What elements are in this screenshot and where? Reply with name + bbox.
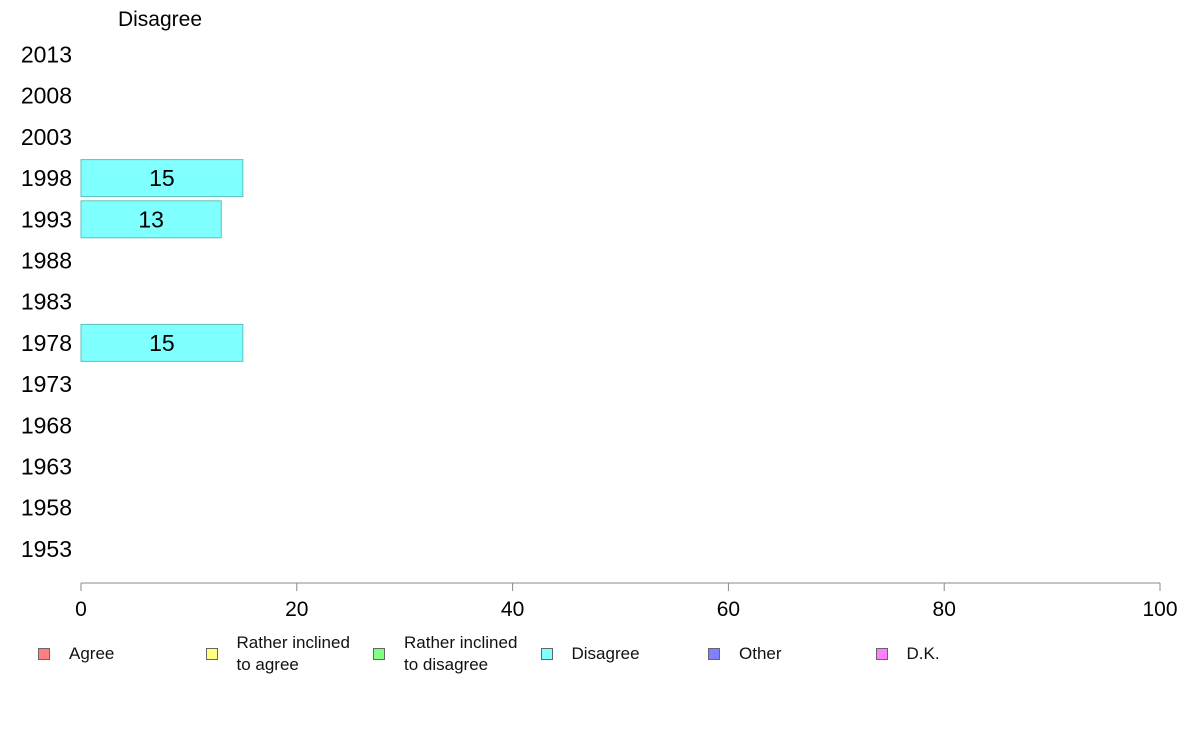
bars: 15 13 15 — [80, 159, 244, 362]
y-tick-label: 1958 — [21, 495, 72, 521]
legend-item: Rather inclined to agree — [205, 630, 350, 678]
y-tick-label: 1973 — [21, 371, 72, 397]
y-axis-labels: 2013 2008 2003 1998 1993 1988 1983 1978 1973 1968… — [21, 42, 72, 562]
legend-label: Agree — [69, 644, 115, 663]
legend: Agree Rather inclined to agree Rather incl… — [38, 630, 1138, 680]
y-tick-label: 2003 — [21, 124, 72, 150]
y-tick-label: 1953 — [21, 536, 72, 562]
x-tick-label: 60 — [717, 598, 740, 621]
y-tick-label: 2013 — [21, 42, 72, 68]
legend-item: Disagree — [540, 630, 640, 678]
y-tick-label: 1963 — [21, 454, 72, 480]
y-tick-label: 1983 — [21, 289, 72, 315]
legend-item: Rather inclined to disagree — [373, 630, 517, 678]
bar-value-label: 15 — [149, 330, 175, 356]
x-axis: 0 20 40 60 80 100 — [75, 582, 1178, 621]
y-tick-label: 1998 — [21, 165, 72, 191]
legend-label: Other — [739, 644, 782, 663]
bar-value-label: 15 — [149, 165, 175, 191]
legend-label: D.K. — [906, 644, 940, 663]
y-tick-label: 1993 — [21, 206, 72, 232]
legend-swatch — [38, 648, 50, 660]
legend-swatch — [540, 648, 553, 660]
y-tick-label: 1968 — [21, 412, 72, 438]
legend-item: D.K. — [875, 630, 940, 678]
legend-swatch — [205, 648, 218, 660]
y-tick-label: 2008 — [21, 83, 72, 109]
legend-swatch — [708, 648, 720, 660]
bar — [80, 159, 244, 198]
x-tick-label: 0 — [75, 598, 87, 621]
x-tick-label: 100 — [1142, 598, 1177, 621]
legend-label: Rather inclined to agree — [236, 633, 350, 674]
chart-title: Disagree — [118, 8, 202, 31]
legend-label: Disagree — [571, 644, 640, 663]
bar-value-label: 13 — [138, 206, 164, 232]
legend-label: Rather inclined to disagree — [404, 633, 518, 674]
y-tick-label: 1978 — [21, 330, 72, 356]
bar — [80, 323, 244, 362]
legend-item: Other — [708, 630, 782, 678]
legend-swatch — [373, 648, 385, 660]
x-tick-label: 20 — [285, 598, 308, 621]
legend-swatch — [875, 648, 888, 660]
y-tick-label: 1988 — [21, 248, 72, 274]
bar — [80, 200, 222, 239]
x-tick-label: 80 — [933, 598, 956, 621]
legend-item: Agree — [38, 630, 114, 678]
x-tick-label: 40 — [501, 598, 524, 621]
